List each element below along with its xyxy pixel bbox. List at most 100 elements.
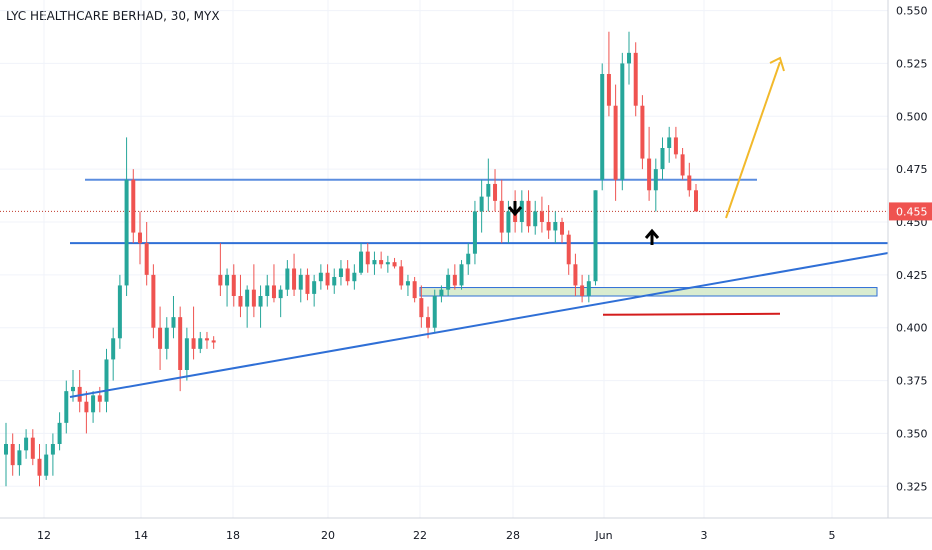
down-arrow-icon xyxy=(507,201,523,217)
candle-body xyxy=(667,137,672,148)
candle-body xyxy=(419,298,424,318)
y-tick-label: 0.400 xyxy=(896,322,928,335)
candle-body xyxy=(117,285,122,339)
candle-body xyxy=(30,437,35,459)
candle-body xyxy=(633,52,638,106)
candle-body xyxy=(151,274,156,328)
candle-body xyxy=(680,154,685,176)
candle-body xyxy=(171,317,176,328)
candle-body xyxy=(365,251,370,265)
candle-body xyxy=(513,211,518,222)
candle-body xyxy=(4,444,8,455)
candle-body xyxy=(278,289,283,299)
candle-body xyxy=(526,200,531,227)
y-tick-label: 0.425 xyxy=(896,269,928,282)
x-tick-label: 28 xyxy=(506,529,520,542)
y-tick-label: 0.375 xyxy=(896,375,928,388)
y-tick-label: 0.525 xyxy=(896,57,928,70)
candle-body xyxy=(265,285,270,296)
candle-body xyxy=(124,179,129,286)
y-tick-label: 0.325 xyxy=(896,480,928,493)
candle-body xyxy=(687,175,692,191)
candle-body xyxy=(352,272,357,282)
candle-body xyxy=(305,274,310,294)
forecast-arrow-line xyxy=(725,61,781,219)
price-label-box xyxy=(889,202,932,221)
x-tick-label: 14 xyxy=(134,529,148,542)
x-tick-label: 5 xyxy=(829,529,836,542)
x-tick-label: 22 xyxy=(413,529,427,542)
candle-body xyxy=(660,148,665,170)
candle-body xyxy=(405,281,410,286)
candle-body xyxy=(158,327,163,349)
candle-body xyxy=(178,317,183,370)
candle-body xyxy=(392,262,397,267)
candle-body xyxy=(647,158,652,191)
candle-body xyxy=(144,243,149,275)
candle-body xyxy=(325,272,330,286)
candle-body xyxy=(345,268,350,282)
candle-body xyxy=(218,274,223,286)
candle-body xyxy=(452,274,457,286)
candle-body xyxy=(439,289,444,296)
chart-title: LYC HEALTHCARE BERHAD, 30, MYX xyxy=(6,9,220,23)
candle-body xyxy=(191,338,196,349)
trend-line xyxy=(69,252,889,398)
candle-body xyxy=(653,169,658,191)
candle-body xyxy=(580,285,585,296)
price-label-text: 0.455 xyxy=(896,205,928,218)
candle-body xyxy=(198,338,203,349)
candle-body xyxy=(566,234,571,265)
candle-body xyxy=(245,289,250,307)
candle-body xyxy=(472,211,477,254)
candle-body xyxy=(64,391,69,423)
candle-body xyxy=(493,183,498,201)
candle-body xyxy=(486,183,491,197)
candle-body xyxy=(533,211,538,227)
candle-body xyxy=(70,386,75,392)
candle-body xyxy=(50,444,55,455)
candle-body xyxy=(91,395,96,413)
candle-body xyxy=(251,289,256,307)
candle-body xyxy=(694,190,698,212)
candle-body xyxy=(37,458,42,476)
candle-body xyxy=(379,260,384,265)
x-axis: 12 14 18 20 22 28 Jun 3 5 xyxy=(0,517,932,542)
candle-body xyxy=(412,281,417,299)
candle-body xyxy=(385,262,390,265)
x-tick-label: 18 xyxy=(226,529,240,542)
candle-body xyxy=(298,274,303,290)
x-tick-label: 3 xyxy=(701,529,708,542)
candle-body xyxy=(17,450,22,466)
candle-body xyxy=(606,74,611,106)
candle-body xyxy=(131,179,136,233)
candle-body xyxy=(137,232,142,244)
candle-body xyxy=(285,268,290,290)
candle-body xyxy=(506,211,511,233)
candle-body xyxy=(553,222,558,231)
candle-body xyxy=(164,327,169,349)
candle-body xyxy=(238,296,243,307)
candle-body xyxy=(184,338,189,370)
last-price-label: 0.455 xyxy=(889,202,932,221)
candle-body xyxy=(600,74,605,180)
x-tick-label: 20 xyxy=(321,529,335,542)
y-tick-label: 0.350 xyxy=(896,427,928,440)
candle-body xyxy=(432,296,437,328)
candle-body xyxy=(479,196,484,212)
candle-body xyxy=(446,274,451,290)
candle-body xyxy=(359,251,364,273)
candle-body xyxy=(640,105,645,159)
up-arrow-icon xyxy=(644,228,660,245)
candle-body xyxy=(539,211,544,222)
candle-body xyxy=(560,222,565,235)
candle-body xyxy=(111,338,116,360)
candle-body xyxy=(338,268,343,277)
candle-body xyxy=(231,274,236,296)
candle-body xyxy=(24,437,29,451)
candle-body xyxy=(399,266,404,286)
candle-body xyxy=(211,340,216,343)
x-tick-label: 12 xyxy=(37,529,51,542)
candle-body xyxy=(271,285,276,299)
